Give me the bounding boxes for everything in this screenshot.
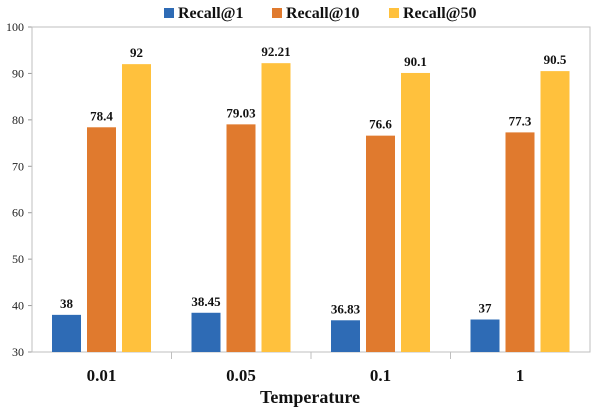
- legend-swatch: [272, 8, 282, 18]
- x-axis: 0.01 0.05 0.1 1: [87, 352, 525, 385]
- x-tick-label: 0.05: [226, 366, 256, 385]
- data-label: 36.83: [331, 301, 361, 316]
- legend-label: Recall@1: [178, 5, 244, 22]
- y-tick-label: 40: [12, 299, 24, 313]
- bar-recall-10-0.05: [226, 124, 256, 352]
- bar-recall-50-0.01: [122, 64, 151, 353]
- data-label: 78.4: [90, 108, 113, 123]
- y-tick-label: 100: [6, 20, 24, 34]
- bar-recall-50-0.05: [261, 63, 291, 353]
- legend-swatch: [164, 8, 174, 18]
- data-label: 90.1: [404, 54, 427, 69]
- y-tick-label: 90: [12, 66, 24, 80]
- bar-recall-1-0.01: [52, 314, 81, 352]
- legend: Recall@1 Recall@10 Recall@50: [164, 5, 477, 22]
- bar-recall-10-0.01: [87, 127, 116, 353]
- data-label: 38.45: [191, 294, 221, 309]
- legend-swatch: [389, 8, 399, 18]
- y-tick-label: 70: [12, 159, 24, 173]
- bar-recall-1-0.1: [331, 320, 360, 352]
- legend-label: Recall@10: [286, 5, 360, 22]
- x-tick-label: 1: [516, 366, 525, 385]
- data-label: 38: [60, 296, 74, 311]
- bar-recall-50-0.1: [401, 72, 430, 352]
- data-label: 92: [130, 45, 143, 60]
- y-tick-label: 80: [12, 113, 24, 127]
- data-label: 37: [479, 301, 493, 316]
- data-label: 92.21: [261, 44, 290, 59]
- bar-recall-1-1: [470, 319, 500, 352]
- bar-recall-1-0.05: [191, 312, 221, 352]
- y-axis: 30 40 50 60 70 80 90 100: [6, 20, 32, 359]
- x-tick-label: 0.01: [87, 366, 117, 385]
- y-tick-label: 30: [12, 345, 24, 359]
- y-tick-label: 50: [12, 252, 24, 266]
- data-label: 77.3: [509, 113, 532, 128]
- y-tick-label: 60: [12, 206, 24, 220]
- bar-recall-50-1: [540, 71, 570, 352]
- data-label: 79.03: [226, 105, 256, 120]
- data-label: 76.6: [369, 117, 392, 132]
- plot-area: 38 78.4 92 38.45 79.03 92.21 36.83 76.6 90.1 37 77…: [31, 26, 591, 353]
- bar-recall-10-0.1: [366, 135, 395, 352]
- x-tick-label: 0.1: [370, 366, 391, 385]
- bar-recall-10-1: [505, 132, 535, 352]
- data-label: 90.5: [544, 52, 567, 67]
- x-axis-title: Temperature: [260, 387, 360, 407]
- legend-label: Recall@50: [403, 5, 477, 22]
